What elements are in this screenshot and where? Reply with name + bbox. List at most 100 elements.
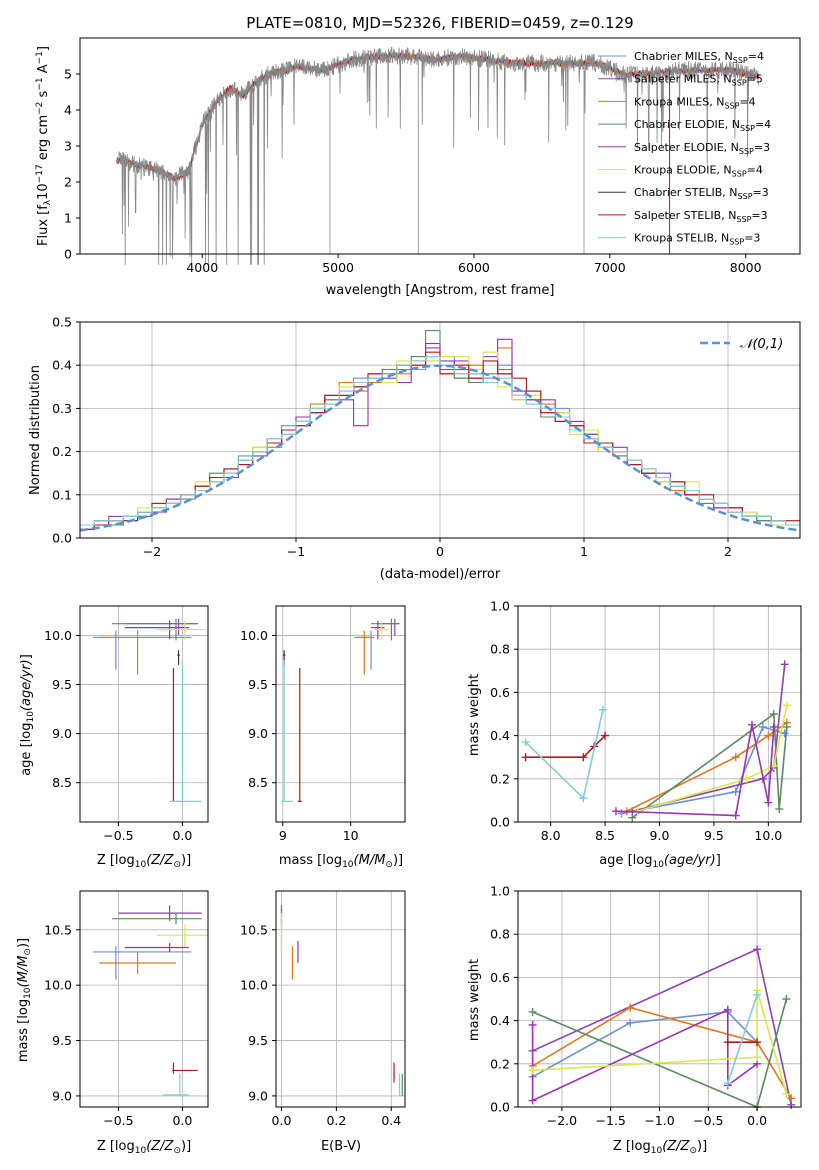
panel-frame: [79, 605, 209, 823]
weight-line: [637, 705, 788, 812]
weight-marker: [528, 1020, 537, 1029]
y-tick-label: 0.8: [490, 642, 510, 657]
weight-marker: [528, 1007, 537, 1016]
spectrum-ylabel-unit: 10: [36, 183, 51, 200]
weight-line: [531, 1008, 758, 1102]
mass-Z-ylabel: mass [log10(M/M⊙)]: [16, 938, 33, 1062]
weight-marker: [782, 995, 791, 1003]
weight-marker: [626, 1003, 635, 1012]
weight-marker: [731, 787, 740, 796]
y-tick-label: 10.5: [44, 922, 72, 937]
age-vs-metallicity-panel: −0.5 0.0 8.5 9.0 9.5 10.0: [44, 605, 209, 843]
weight-marker: [753, 1053, 762, 1062]
mass-Z-xlabel: Z [log10(Z/Z⊙)]: [97, 1139, 191, 1156]
weight-marker: [753, 945, 762, 954]
y-tick-label: 0.5: [52, 315, 72, 330]
spectrum-lines: [116, 45, 760, 265]
legend-entry: Chabrier ELODIE, NSSP=4: [634, 118, 771, 133]
weight-marker: [579, 794, 588, 803]
residual-xlabel: (data-model)/error: [380, 567, 501, 582]
weight-line: [525, 709, 604, 800]
weight-marker: [769, 710, 778, 718]
legend-entry: Chabrier STELIB, NSSP=3: [634, 186, 769, 201]
weight-vs-age-panel: 8.0 8.5 9.0 9.5 10.0 0.0 0.2 0.4 0.6 0.8 1.0: [490, 599, 802, 843]
x-tick-label: −0.5: [103, 1113, 133, 1128]
x-tick-label: 8000: [730, 260, 762, 275]
x-tick-label: −1.0: [644, 1113, 674, 1128]
legend-model-name: Salpeter ELODIE, N: [634, 141, 739, 154]
x-tick-label: −2.0: [547, 1113, 577, 1128]
x-tick-label: 0.0: [172, 1113, 192, 1128]
legend-entry: Chabrier MILES, NSSP=4: [634, 50, 764, 65]
x-tick-label: 9: [279, 828, 287, 843]
age-mass-xlabel: mass [log10(M/M⊙)]: [279, 853, 403, 870]
y-tick-label: 0.6: [490, 970, 510, 985]
weight-marker: [521, 753, 530, 762]
y-tick-label: 3: [64, 139, 72, 154]
mass-vs-metallicity-panel: −0.5 0.0 9.0 9.5 10.0 10.5: [44, 890, 209, 1128]
x-tick-label: −0.5: [103, 828, 133, 843]
legend-ssp-sub: SSP: [739, 147, 754, 156]
weight-line: [532, 990, 788, 1095]
age-Z-xlabel: Z [log10(Z/Z⊙)]: [97, 853, 191, 870]
legend-model-name: Kroupa ELODIE, N: [634, 164, 732, 177]
legend-ssp-count: =5: [747, 73, 763, 86]
weight-marker: [723, 1079, 732, 1088]
weight-marker: [626, 1018, 635, 1027]
age-vs-mass-panel: 9 10 8.5 9.0 9.5 10.0: [240, 605, 406, 843]
legend-model-name: Kroupa STELIB, N: [634, 232, 729, 245]
weight-line: [615, 724, 775, 817]
legend-ssp-count: =3: [744, 232, 760, 245]
weight-line: [532, 1011, 758, 1078]
x-tick-label: −2: [143, 544, 161, 559]
weight-marker: [723, 1005, 732, 1014]
y-tick-label: 0.1: [52, 487, 72, 502]
legend-ssp-sub: SSP: [724, 101, 739, 110]
weight-marker: [521, 738, 530, 747]
y-tick-label: 0.0: [52, 531, 72, 546]
x-tick-label: 4000: [186, 260, 218, 275]
legend-entry: Salpeter ELODIE, NSSP=3: [634, 141, 770, 156]
weight-marker: [731, 811, 740, 820]
x-tick-label: 9.0: [650, 828, 670, 843]
weight-line: [532, 1006, 792, 1099]
y-tick-label: 10.0: [44, 628, 72, 643]
y-tick-label: 8.5: [52, 775, 72, 790]
y-tick-label: 10.5: [240, 922, 268, 937]
weight-marker: [628, 813, 637, 822]
weight-age-xlabel: age [log10(age/yr)]: [599, 853, 721, 870]
x-tick-label: 10.0: [754, 828, 782, 843]
legend-ssp-sub: SSP: [729, 238, 744, 247]
weight-line: [631, 712, 788, 819]
spectrum-ylabel-exp3: −1: [35, 77, 45, 90]
y-tick-label: 5: [64, 67, 72, 82]
weight-line: [727, 994, 758, 1084]
legend-model-name: Salpeter MILES, N: [634, 73, 732, 86]
y-tick-label: 0.3: [52, 401, 72, 416]
spectrum-ylabel-main: Flux [f: [36, 205, 51, 246]
legend-entry: Kroupa STELIB, NSSP=3: [634, 232, 760, 247]
x-tick-label: −0.5: [693, 1113, 723, 1128]
weight-vs-metallicity-panel: −2.0 −1.5 −1.0 −0.5 0.0 0.0 0.2 0.4 0.6 0.8 1.0: [490, 884, 802, 1128]
spectrum-ylabel-exp4: −1: [35, 51, 45, 64]
legend-ssp-count: =3: [753, 186, 769, 199]
weight-line: [525, 735, 606, 759]
y-tick-label: 1.0: [490, 599, 510, 614]
y-tick-label: 9.5: [52, 1033, 72, 1048]
spectrum-ylabel-exp2: −2: [35, 102, 45, 115]
panel-frame: [79, 890, 209, 1108]
legend-ssp-count: =3: [751, 209, 767, 222]
spectrum-panel: 4000 5000 6000 7000 8000 0 1 2 3 4 5 wavelength [A…: [35, 37, 801, 298]
weight-Z-ylabel: mass weight: [467, 959, 482, 1041]
x-tick-label: 0.0: [272, 1113, 292, 1128]
x-tick-label: 0.4: [381, 1113, 401, 1128]
normal-curve: [79, 364, 801, 532]
weight-marker: [787, 1094, 796, 1103]
legend-model-name: Chabrier ELODIE, N: [634, 118, 740, 131]
legend-model-name: Chabrier MILES, N: [634, 50, 733, 63]
weight-marker: [528, 1096, 537, 1105]
y-tick-label: 9.0: [248, 726, 268, 741]
legend-ssp-count: =4: [748, 50, 764, 63]
mass-vs-extinction-panel: 0.0 0.2 0.4 9.0 9.5 10.0 10.5: [240, 890, 406, 1128]
residual-ylabel: Normed distribution: [28, 365, 43, 495]
